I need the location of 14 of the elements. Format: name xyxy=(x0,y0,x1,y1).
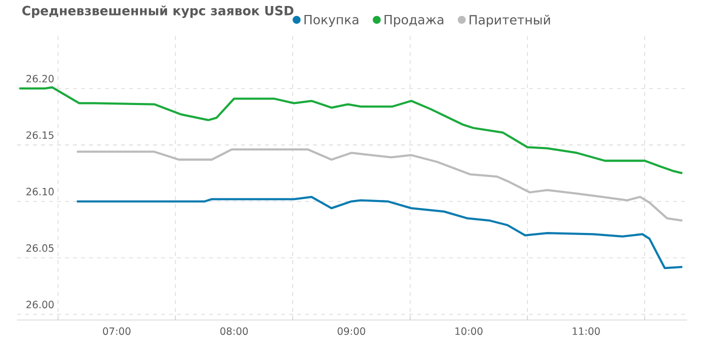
legend-label: Продажа xyxy=(384,14,444,27)
legend-label: Покупка xyxy=(304,14,358,27)
x-tick-label: 07:00 xyxy=(103,327,130,335)
legend-label: Паритетный xyxy=(470,14,550,28)
chart-title: Средневзвешенный курс заявок USD xyxy=(22,6,294,18)
x-tick-label: 09:00 xyxy=(338,327,366,335)
x-tick-label: 11:00 xyxy=(572,327,600,335)
y-tick-label: 26.00 xyxy=(26,300,54,308)
x-tick-label: 10:00 xyxy=(455,327,482,335)
x-tick-label: 08:00 xyxy=(220,327,248,335)
y-tick-label: 26.05 xyxy=(26,244,54,252)
y-tick-label: 26.20 xyxy=(26,74,54,82)
y-tick-label: 26.15 xyxy=(26,131,54,139)
y-tick-label: 26.10 xyxy=(26,188,54,196)
